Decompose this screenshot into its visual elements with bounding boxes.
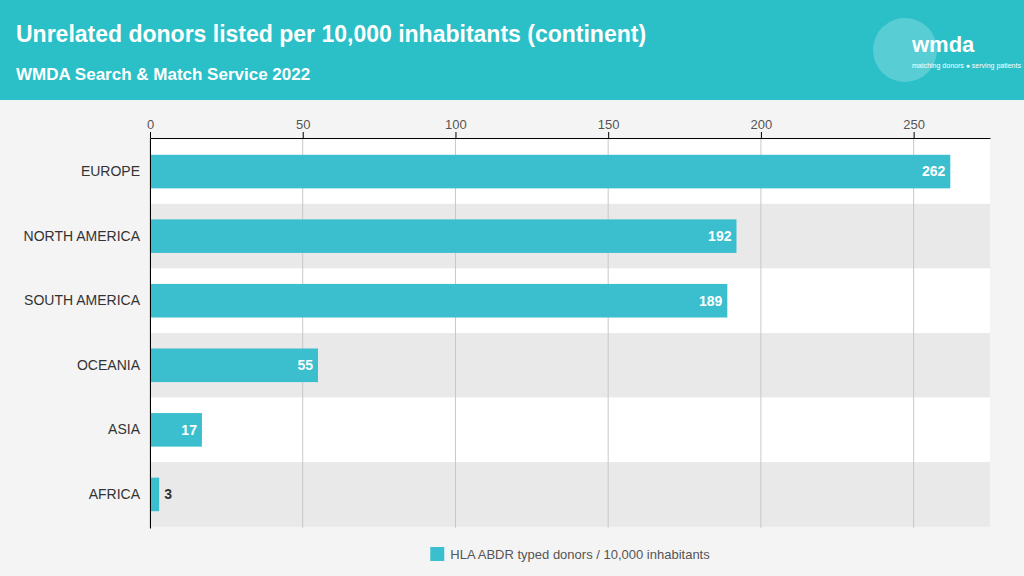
- data-label: 262: [922, 163, 946, 179]
- x-tick-mark: [914, 132, 915, 138]
- bar: [150, 348, 318, 382]
- data-label: 189: [699, 293, 723, 309]
- x-tick-mark: [608, 132, 609, 138]
- x-tick: 0: [147, 117, 154, 138]
- y-tick: SOUTH AMERICA: [24, 292, 150, 308]
- x-tick-label: 150: [598, 117, 620, 132]
- row-stripe: [150, 333, 990, 398]
- y-tick: OCEANIA: [77, 357, 150, 373]
- bar: [150, 155, 950, 189]
- row-stripe: [150, 268, 990, 333]
- row-stripe: [150, 462, 990, 527]
- x-axis: 0 50 100 150 200 250: [147, 117, 991, 139]
- bars: [150, 155, 950, 511]
- x-tick-mark: [455, 132, 456, 138]
- y-tick: EUROPE: [81, 163, 150, 179]
- y-axis-line: [150, 139, 151, 529]
- grid-line: [608, 138, 609, 528]
- bar: [150, 219, 736, 253]
- header: Unrelated donors listed per 10,000 inhab…: [0, 0, 1024, 100]
- grid-line: [913, 138, 914, 528]
- x-tick: 250: [903, 117, 925, 138]
- row-stripes: [150, 139, 990, 526]
- title: Unrelated donors listed per 10,000 inhab…: [16, 21, 646, 47]
- legend-swatch: [430, 547, 444, 561]
- grid: [150, 138, 914, 528]
- legend: HLA ABDR typed donors / 10,000 inhabitan…: [430, 547, 710, 562]
- x-tick-label: 250: [903, 117, 925, 132]
- row-stripe: [150, 398, 990, 463]
- bar: [150, 478, 159, 512]
- y-tick-label: NORTH AMERICA: [24, 228, 141, 244]
- x-axis-line: [151, 138, 991, 139]
- row-stripe: [150, 204, 990, 269]
- grid-line: [455, 138, 456, 528]
- data-label: 17: [181, 422, 197, 438]
- x-tick-label: 0: [147, 117, 154, 132]
- subtitle: WMDA Search & Match Service 2022: [16, 65, 310, 84]
- y-axis: EUROPE NORTH AMERICA SOUTH AMERICA OCEANIA A…: [24, 139, 151, 529]
- x-tick-label: 200: [751, 117, 773, 132]
- x-tick: 100: [445, 117, 467, 138]
- grid-line: [302, 138, 303, 528]
- row-stripe: [150, 139, 990, 204]
- annotation: wmda: [911, 32, 975, 57]
- bar: [150, 413, 202, 447]
- y-tick-label: ASIA: [108, 421, 141, 437]
- data-labels: 262 192 189 55 17 3: [164, 163, 945, 502]
- x-tick-mark: [761, 132, 762, 138]
- y-tick: AFRICA: [89, 486, 150, 502]
- y-tick: ASIA: [108, 421, 150, 437]
- data-label: 3: [164, 486, 172, 502]
- data-label: 192: [708, 228, 732, 244]
- y-tick-label: EUROPE: [81, 163, 140, 179]
- annotation: matching donors ● serving patients: [912, 62, 1021, 70]
- plot: 0 50 100 150 200 250 EUROPE NORTH AMERICA SOUTH …: [24, 117, 991, 529]
- x-tick: 200: [751, 117, 773, 138]
- y-tick: NORTH AMERICA: [24, 228, 150, 244]
- y-tick-label: SOUTH AMERICA: [24, 292, 141, 308]
- x-tick-mark: [303, 132, 304, 138]
- x-tick-mark: [150, 132, 151, 138]
- chart: Unrelated donors listed per 10,000 inhab…: [0, 0, 1024, 576]
- x-tick-label: 100: [445, 117, 467, 132]
- y-tick-label: AFRICA: [89, 486, 141, 502]
- data-label: 55: [297, 357, 313, 373]
- header-band: [0, 0, 1024, 100]
- x-tick-label: 50: [296, 117, 310, 132]
- y-tick-label: OCEANIA: [77, 357, 141, 373]
- grid-line: [760, 138, 761, 528]
- background: [0, 0, 1024, 576]
- legend-label: HLA ABDR typed donors / 10,000 inhabitan…: [450, 547, 710, 562]
- x-tick: 150: [598, 117, 620, 138]
- grid-line: [150, 138, 151, 528]
- x-tick: 50: [296, 117, 310, 138]
- bar: [150, 284, 727, 318]
